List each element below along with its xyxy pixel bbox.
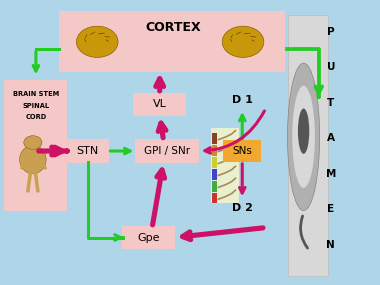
Circle shape (222, 26, 264, 57)
Circle shape (76, 26, 118, 57)
FancyBboxPatch shape (223, 141, 261, 162)
FancyBboxPatch shape (212, 181, 217, 192)
Text: CORD: CORD (25, 114, 46, 120)
Ellipse shape (20, 145, 46, 174)
FancyBboxPatch shape (122, 227, 175, 249)
FancyBboxPatch shape (59, 11, 285, 72)
FancyBboxPatch shape (288, 15, 328, 276)
Text: E: E (327, 204, 334, 214)
FancyArrowPatch shape (301, 216, 307, 248)
FancyBboxPatch shape (212, 133, 217, 144)
Text: M: M (326, 169, 336, 179)
Text: SPINAL: SPINAL (22, 103, 49, 109)
Text: A: A (327, 133, 335, 143)
FancyBboxPatch shape (212, 145, 217, 156)
FancyBboxPatch shape (212, 193, 217, 203)
Text: STN: STN (77, 146, 99, 156)
FancyBboxPatch shape (211, 128, 239, 203)
Text: CORTEX: CORTEX (145, 21, 201, 34)
Ellipse shape (298, 109, 309, 154)
FancyBboxPatch shape (5, 80, 67, 211)
Text: N: N (326, 240, 335, 250)
Text: VL: VL (153, 99, 167, 109)
FancyBboxPatch shape (67, 139, 109, 163)
Circle shape (24, 136, 42, 149)
Text: D 2: D 2 (232, 203, 253, 213)
Text: SNs: SNs (232, 146, 252, 156)
FancyBboxPatch shape (133, 93, 186, 116)
FancyBboxPatch shape (212, 157, 217, 168)
Ellipse shape (292, 86, 315, 188)
Text: Gpe: Gpe (137, 233, 160, 243)
Text: U: U (326, 62, 335, 72)
Text: GPI / SNr: GPI / SNr (144, 146, 190, 156)
FancyBboxPatch shape (212, 169, 217, 180)
Text: BRAIN STEM: BRAIN STEM (13, 91, 59, 97)
FancyBboxPatch shape (135, 139, 200, 163)
Text: P: P (327, 27, 335, 37)
Text: D 1: D 1 (232, 95, 253, 105)
Text: T: T (327, 98, 334, 108)
Ellipse shape (288, 63, 320, 211)
